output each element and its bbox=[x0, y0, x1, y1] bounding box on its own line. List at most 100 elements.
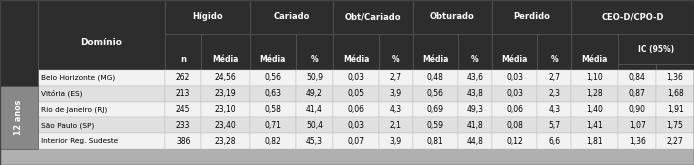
Bar bbox=[571, 70, 618, 86]
Bar bbox=[571, 117, 618, 133]
Text: 262: 262 bbox=[176, 73, 190, 82]
Bar bbox=[296, 34, 333, 86]
Bar bbox=[165, 102, 201, 117]
Text: 41,4: 41,4 bbox=[306, 105, 323, 114]
Text: 1,07: 1,07 bbox=[629, 121, 646, 130]
Text: 0,03: 0,03 bbox=[348, 73, 364, 82]
Bar bbox=[618, 133, 657, 149]
Bar bbox=[296, 133, 333, 149]
Bar bbox=[333, 102, 379, 117]
Text: 24,56: 24,56 bbox=[215, 73, 237, 82]
Text: 49,3: 49,3 bbox=[466, 105, 484, 114]
Bar bbox=[165, 86, 201, 102]
Text: 233: 233 bbox=[176, 121, 190, 130]
Text: 0,06: 0,06 bbox=[506, 105, 523, 114]
Bar bbox=[537, 102, 571, 117]
Text: 43,6: 43,6 bbox=[466, 73, 484, 82]
Bar bbox=[333, 0, 413, 34]
Bar bbox=[251, 117, 296, 133]
Bar bbox=[37, 86, 165, 102]
Bar bbox=[201, 86, 251, 102]
Bar bbox=[571, 86, 618, 102]
Text: %: % bbox=[471, 55, 479, 64]
Text: 2,7: 2,7 bbox=[548, 73, 560, 82]
Text: 23,19: 23,19 bbox=[215, 89, 237, 98]
Bar bbox=[537, 117, 571, 133]
Text: 6,6: 6,6 bbox=[548, 137, 560, 146]
Text: IC (95%): IC (95%) bbox=[638, 45, 675, 54]
Bar bbox=[251, 70, 296, 86]
Bar bbox=[537, 86, 571, 102]
Text: 23,10: 23,10 bbox=[215, 105, 237, 114]
Bar bbox=[296, 102, 333, 117]
Bar bbox=[296, 70, 333, 86]
Text: 45,3: 45,3 bbox=[306, 137, 323, 146]
Bar bbox=[165, 0, 251, 34]
Bar bbox=[37, 133, 165, 149]
Bar bbox=[618, 117, 657, 133]
Bar bbox=[492, 34, 537, 86]
Bar bbox=[458, 133, 492, 149]
Bar bbox=[657, 70, 694, 86]
Text: 0,81: 0,81 bbox=[427, 137, 443, 146]
Text: 50,4: 50,4 bbox=[306, 121, 323, 130]
Text: 213: 213 bbox=[176, 89, 190, 98]
Bar bbox=[537, 70, 571, 86]
Text: 2,1: 2,1 bbox=[390, 121, 402, 130]
Bar bbox=[492, 133, 537, 149]
Bar bbox=[379, 102, 413, 117]
Text: 0,56: 0,56 bbox=[427, 89, 443, 98]
Bar bbox=[492, 70, 537, 86]
Bar bbox=[458, 86, 492, 102]
Text: Vitória (ES): Vitória (ES) bbox=[40, 90, 82, 98]
Bar bbox=[0, 86, 37, 149]
Bar bbox=[379, 34, 413, 86]
Text: %: % bbox=[311, 55, 319, 64]
Bar bbox=[333, 133, 379, 149]
Bar bbox=[296, 117, 333, 133]
Bar bbox=[537, 133, 571, 149]
Text: 0,63: 0,63 bbox=[264, 89, 281, 98]
Bar bbox=[251, 133, 296, 149]
Bar bbox=[413, 117, 458, 133]
Text: L.I.: L.I. bbox=[631, 71, 644, 80]
Text: Obturado: Obturado bbox=[430, 12, 475, 21]
Bar bbox=[618, 34, 694, 64]
Bar bbox=[165, 117, 201, 133]
Bar bbox=[413, 133, 458, 149]
Text: 1,81: 1,81 bbox=[586, 137, 603, 146]
Text: CEO-D/CPO-D: CEO-D/CPO-D bbox=[602, 12, 664, 21]
Bar bbox=[618, 64, 657, 86]
Bar bbox=[333, 34, 379, 86]
Bar bbox=[165, 34, 201, 86]
Bar bbox=[251, 86, 296, 102]
Text: 1,10: 1,10 bbox=[586, 73, 603, 82]
Text: Interior Reg. Sudeste: Interior Reg. Sudeste bbox=[40, 138, 118, 144]
Text: Domínio: Domínio bbox=[81, 38, 122, 47]
Text: Perdido: Perdido bbox=[513, 12, 550, 21]
Bar bbox=[201, 117, 251, 133]
Bar bbox=[165, 70, 201, 86]
Bar bbox=[379, 70, 413, 86]
Bar bbox=[413, 86, 458, 102]
Text: Belo Horizonte (MG): Belo Horizonte (MG) bbox=[40, 75, 115, 81]
Bar bbox=[492, 86, 537, 102]
Text: Média: Média bbox=[260, 55, 286, 64]
Bar bbox=[413, 70, 458, 86]
Text: 50,9: 50,9 bbox=[306, 73, 323, 82]
Bar bbox=[657, 117, 694, 133]
Bar bbox=[657, 102, 694, 117]
Text: São Paulo (SP): São Paulo (SP) bbox=[40, 122, 94, 129]
Text: Hígido: Hígido bbox=[192, 12, 223, 21]
Bar bbox=[379, 133, 413, 149]
Text: 2,3: 2,3 bbox=[548, 89, 560, 98]
Text: 0,03: 0,03 bbox=[506, 89, 523, 98]
Text: 0,56: 0,56 bbox=[264, 73, 281, 82]
Text: Média: Média bbox=[343, 55, 369, 64]
Text: 4,3: 4,3 bbox=[389, 105, 402, 114]
Text: 1,75: 1,75 bbox=[667, 121, 684, 130]
Text: 49,2: 49,2 bbox=[306, 89, 323, 98]
Bar bbox=[333, 86, 379, 102]
Text: 43,8: 43,8 bbox=[466, 89, 484, 98]
Bar bbox=[251, 0, 333, 34]
